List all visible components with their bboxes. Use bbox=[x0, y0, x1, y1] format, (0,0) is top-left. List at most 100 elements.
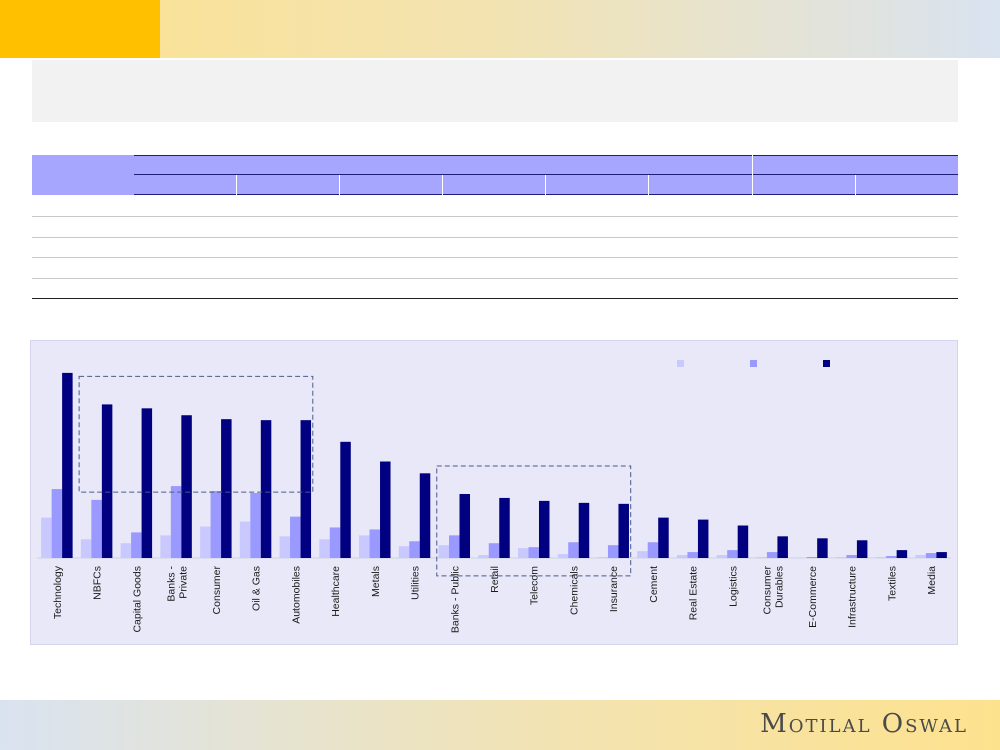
bar-series-1 bbox=[279, 536, 291, 558]
bar-series-2 bbox=[369, 529, 381, 558]
bar-series-2 bbox=[607, 545, 619, 558]
bar-series-2 bbox=[409, 541, 420, 558]
highlight-box bbox=[436, 465, 632, 577]
bar-series-2 bbox=[488, 543, 500, 558]
table-bottom-rule bbox=[32, 298, 958, 299]
bar-series-1 bbox=[359, 535, 370, 558]
bar-series-1 bbox=[41, 517, 52, 558]
x-tick-label: Infrastructure bbox=[847, 566, 859, 628]
bar-series-2 bbox=[687, 552, 698, 558]
legend-swatch-3 bbox=[823, 360, 830, 367]
x-tick-label: NBFCs bbox=[92, 566, 104, 600]
table-subheader-cell bbox=[443, 175, 545, 195]
bar-series-3 bbox=[62, 372, 73, 558]
bar-series-1 bbox=[160, 535, 171, 558]
bar-series-3 bbox=[181, 415, 192, 558]
table-row-divider bbox=[32, 237, 958, 238]
bar-series-3 bbox=[936, 552, 947, 558]
x-tick-label: Chemicals bbox=[568, 566, 580, 615]
bar-series-1 bbox=[517, 548, 529, 558]
x-tick-label: Capital Goods bbox=[131, 566, 143, 633]
bar-series-3 bbox=[141, 408, 153, 558]
table-header-row-label bbox=[32, 155, 134, 195]
bar-series-1 bbox=[80, 539, 92, 558]
x-tick-label: Healthcare bbox=[330, 566, 342, 617]
bar-series-3 bbox=[101, 404, 113, 558]
bar-series-1 bbox=[120, 543, 132, 558]
bar-series-3 bbox=[260, 420, 272, 558]
bar-series-2 bbox=[449, 535, 460, 558]
x-tick-label: Metals bbox=[370, 566, 382, 597]
bar-series-3 bbox=[618, 503, 629, 558]
x-tick-label: Banks -Private bbox=[165, 566, 189, 602]
bar-series-3 bbox=[896, 550, 908, 558]
legend-swatch-2 bbox=[750, 360, 757, 367]
bar-series-1 bbox=[597, 557, 608, 558]
bar-series-1 bbox=[398, 546, 410, 558]
x-tick-label: Real Estate bbox=[688, 566, 700, 620]
bar-series-2 bbox=[806, 557, 818, 558]
table-subheader-cell bbox=[856, 175, 958, 195]
x-tick-label: Logistics bbox=[727, 566, 739, 607]
header-bar bbox=[0, 0, 1000, 58]
bar-series-1 bbox=[875, 557, 887, 558]
x-tick-label: ConsumerDurables bbox=[761, 565, 785, 614]
x-tick-label: Insurance bbox=[608, 566, 620, 612]
bar-series-1 bbox=[200, 526, 211, 558]
bar-series-1 bbox=[319, 539, 330, 558]
table-header-group-2 bbox=[753, 155, 958, 175]
bar-series-1 bbox=[438, 545, 450, 558]
x-tick-label-line: Private bbox=[177, 566, 189, 599]
bar-series-3 bbox=[340, 441, 351, 558]
bar-series-2 bbox=[886, 556, 897, 558]
bar-series-1 bbox=[637, 551, 648, 558]
table-subheader-cell bbox=[753, 175, 855, 195]
bar-series-3 bbox=[380, 461, 391, 558]
x-tick-label: Consumer bbox=[211, 565, 223, 614]
legend-swatch-1 bbox=[677, 360, 684, 367]
table-row-divider bbox=[32, 278, 958, 279]
highlight-box bbox=[78, 375, 314, 493]
brand-logo: Motilal Oswal bbox=[760, 709, 968, 739]
bar-chart: Technology NBFCs Capital Goods Banks -Priva… bbox=[37, 360, 951, 633]
bar-series-1 bbox=[915, 555, 926, 558]
x-tick-label: Banks - Public bbox=[449, 566, 461, 633]
bar-series-3 bbox=[419, 473, 431, 558]
bar-series-2 bbox=[170, 486, 182, 558]
x-tick-label-line: Consumer bbox=[761, 565, 773, 614]
x-tick-label: Media bbox=[926, 566, 938, 595]
x-tick-label: Technology bbox=[52, 565, 64, 619]
bar-series-1 bbox=[676, 555, 688, 558]
bar-series-2 bbox=[846, 555, 857, 558]
bar-series-3 bbox=[856, 540, 868, 558]
bar-series-2 bbox=[925, 553, 937, 558]
table-subheader-cell bbox=[546, 175, 648, 195]
bar-series-1 bbox=[756, 557, 767, 558]
bar-series-1 bbox=[478, 555, 489, 558]
bar-series-2 bbox=[329, 527, 341, 558]
bar-series-1 bbox=[835, 557, 847, 558]
bar-series-1 bbox=[796, 557, 807, 558]
bar-series-3 bbox=[777, 536, 788, 558]
bar-series-3 bbox=[300, 420, 312, 558]
x-tick-label: Cement bbox=[648, 566, 660, 603]
bar-series-2 bbox=[290, 516, 301, 558]
bar-series-1 bbox=[557, 554, 569, 558]
bar-series-3 bbox=[221, 419, 232, 558]
table-row-divider bbox=[32, 216, 958, 217]
x-tick-label-line: Banks - bbox=[165, 566, 177, 602]
x-tick-label: Oil & Gas bbox=[251, 566, 263, 611]
bar-series-2 bbox=[250, 493, 261, 558]
x-tick-label-line: Durables bbox=[773, 566, 785, 608]
bar-series-3 bbox=[817, 538, 828, 558]
bar-series-2 bbox=[766, 552, 778, 558]
table-subheader-cell bbox=[649, 175, 752, 195]
bar-series-3 bbox=[499, 497, 510, 558]
bar-series-3 bbox=[578, 502, 590, 558]
table-subheader-cell bbox=[134, 175, 236, 195]
table-row-divider bbox=[32, 257, 958, 258]
bar-series-2 bbox=[91, 499, 102, 558]
bar-series-3 bbox=[538, 500, 550, 558]
x-tick-label: Automobiles bbox=[290, 566, 302, 624]
header-accent-block bbox=[0, 0, 160, 58]
